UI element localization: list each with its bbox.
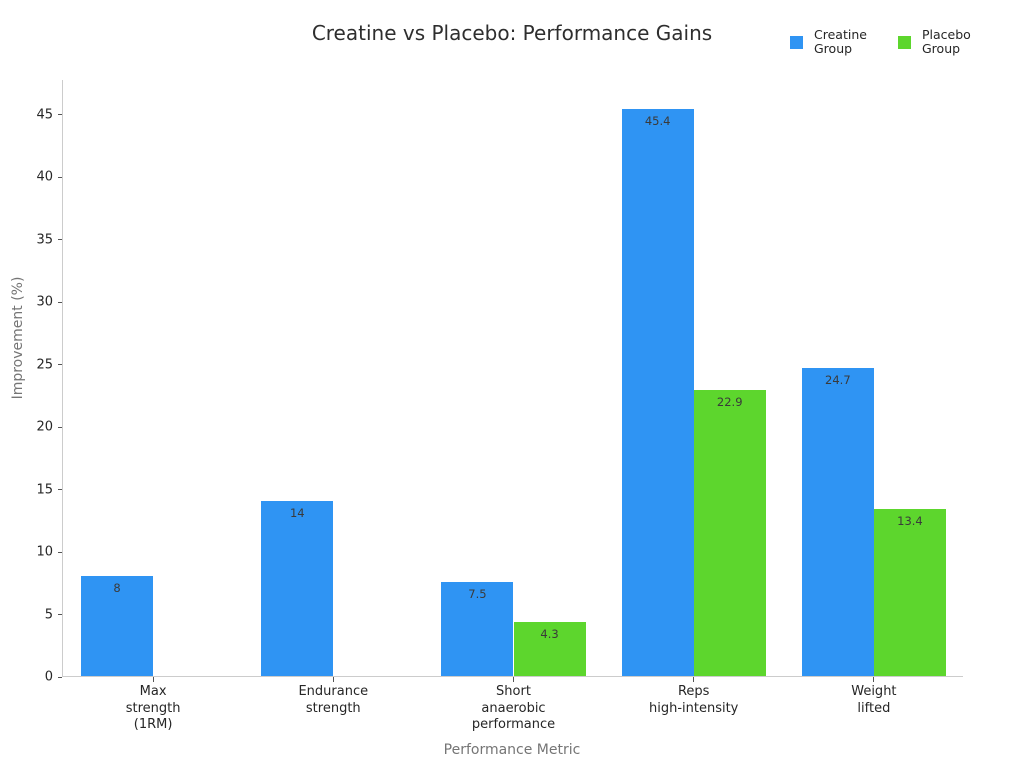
category-label: Max strength (1RM) bbox=[125, 684, 181, 732]
x-tick-mark bbox=[152, 677, 154, 682]
y-tick-mark bbox=[58, 176, 62, 178]
category-label: Reps high-intensity bbox=[648, 684, 739, 716]
y-tick-label: 0 bbox=[44, 669, 53, 685]
bar-creatine-group bbox=[81, 576, 154, 676]
bar-value-label: 14 bbox=[289, 506, 305, 521]
y-tick-label: 20 bbox=[36, 419, 53, 435]
y-tick-mark bbox=[58, 676, 62, 678]
y-tick-mark bbox=[58, 551, 62, 553]
y-tick-label: 10 bbox=[36, 544, 53, 560]
x-tick-mark bbox=[332, 677, 334, 682]
x-tick-mark bbox=[873, 677, 875, 682]
y-tick-mark bbox=[58, 426, 62, 428]
y-tick-label: 40 bbox=[36, 169, 53, 185]
legend: Creatine Group Placebo Group bbox=[790, 27, 984, 57]
legend-label: Placebo Group bbox=[922, 27, 971, 57]
bar-value-label: 22.9 bbox=[716, 394, 743, 409]
legend-item: Creatine Group bbox=[790, 27, 876, 57]
bar-placebo-group bbox=[873, 508, 946, 676]
category-label: Weight lifted bbox=[851, 684, 897, 716]
x-tick-mark bbox=[513, 677, 514, 682]
bar-placebo-group bbox=[513, 622, 586, 676]
y-tick-mark bbox=[58, 301, 62, 303]
bar-placebo-group bbox=[693, 390, 766, 676]
y-tick-mark bbox=[58, 239, 62, 241]
chart-title: Creatine vs Placebo: Performance Gains bbox=[311, 21, 713, 45]
legend-label: Creatine Group bbox=[814, 27, 867, 57]
y-tick-label: 25 bbox=[36, 357, 53, 373]
y-tick-mark bbox=[58, 614, 62, 616]
x-tick-mark bbox=[693, 677, 695, 682]
legend-item: Placebo Group bbox=[898, 27, 984, 57]
bar-value-label: 13.4 bbox=[897, 513, 923, 528]
y-tick-label: 45 bbox=[36, 107, 53, 123]
bar-creatine-group bbox=[801, 367, 874, 676]
category-label: Endurance strength bbox=[298, 684, 369, 716]
bar-creatine-group bbox=[621, 108, 694, 676]
legend-swatch bbox=[790, 35, 803, 49]
legend-swatch bbox=[898, 35, 911, 49]
y-tick-label: 15 bbox=[36, 482, 53, 498]
y-tick-mark bbox=[58, 489, 62, 491]
category-label: Short anaerobic performance bbox=[471, 684, 556, 732]
bar-value-label: 8 bbox=[113, 581, 121, 596]
bar-value-label: 45.4 bbox=[644, 113, 671, 128]
y-tick-label: 35 bbox=[36, 232, 53, 248]
bar-value-label: 4.3 bbox=[540, 627, 559, 642]
y-tick-label: 30 bbox=[36, 294, 53, 310]
y-tick-label: 5 bbox=[44, 607, 53, 623]
bar-creatine-group bbox=[261, 501, 334, 676]
x-axis-label: Performance Metric bbox=[443, 742, 581, 758]
bar-creatine-group bbox=[441, 582, 514, 676]
plot-area: 0 5 10 15 20 25 30 35 40 45 Max strength (1RM) Endu… bbox=[36, 80, 963, 732]
bar-value-label: 24.7 bbox=[825, 372, 851, 387]
bar-value-label: 7.5 bbox=[468, 587, 487, 602]
y-tick-mark bbox=[58, 114, 62, 116]
y-tick-mark bbox=[58, 364, 62, 366]
